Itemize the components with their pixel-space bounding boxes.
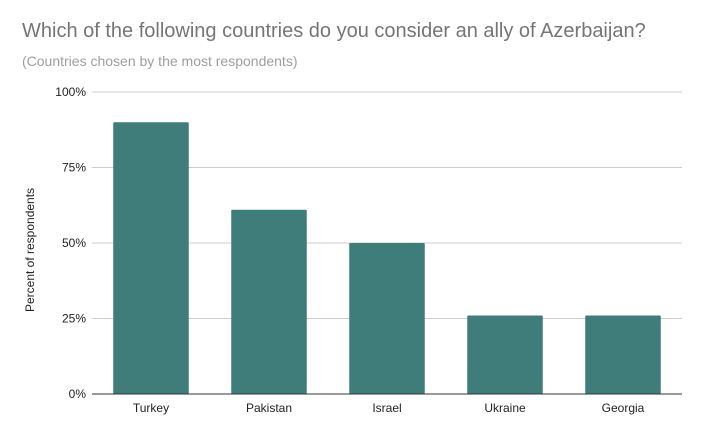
x-tick-label: Turkey bbox=[133, 401, 169, 415]
x-tick-label: Israel bbox=[372, 401, 401, 415]
x-tick-label: Ukraine bbox=[484, 401, 526, 415]
x-tick-labels: Turkey Pakistan Israel Ukraine Georgia bbox=[133, 401, 645, 415]
bars bbox=[113, 122, 661, 394]
y-tick-labels: 0% 25% 50% 75% 100% bbox=[55, 85, 86, 401]
bar-turkey bbox=[113, 122, 189, 394]
bar-ukraine bbox=[467, 315, 543, 394]
bar-israel bbox=[349, 243, 425, 394]
bar-georgia bbox=[585, 315, 661, 394]
bar-pakistan bbox=[231, 209, 307, 394]
chart-title: Which of the following countries do you … bbox=[22, 20, 646, 42]
chart-subtitle: (Countries chosen by the most respondent… bbox=[22, 53, 298, 69]
y-tick-label: 75% bbox=[62, 161, 86, 175]
y-tick-label: 25% bbox=[62, 312, 86, 326]
y-axis-title: Percent of respondents bbox=[23, 188, 37, 312]
y-tick-label: 0% bbox=[69, 387, 87, 401]
y-tick-label: 50% bbox=[62, 236, 86, 250]
y-tick-label: 100% bbox=[55, 85, 86, 99]
x-tick-label: Georgia bbox=[602, 401, 645, 415]
x-tick-label: Pakistan bbox=[246, 401, 292, 415]
